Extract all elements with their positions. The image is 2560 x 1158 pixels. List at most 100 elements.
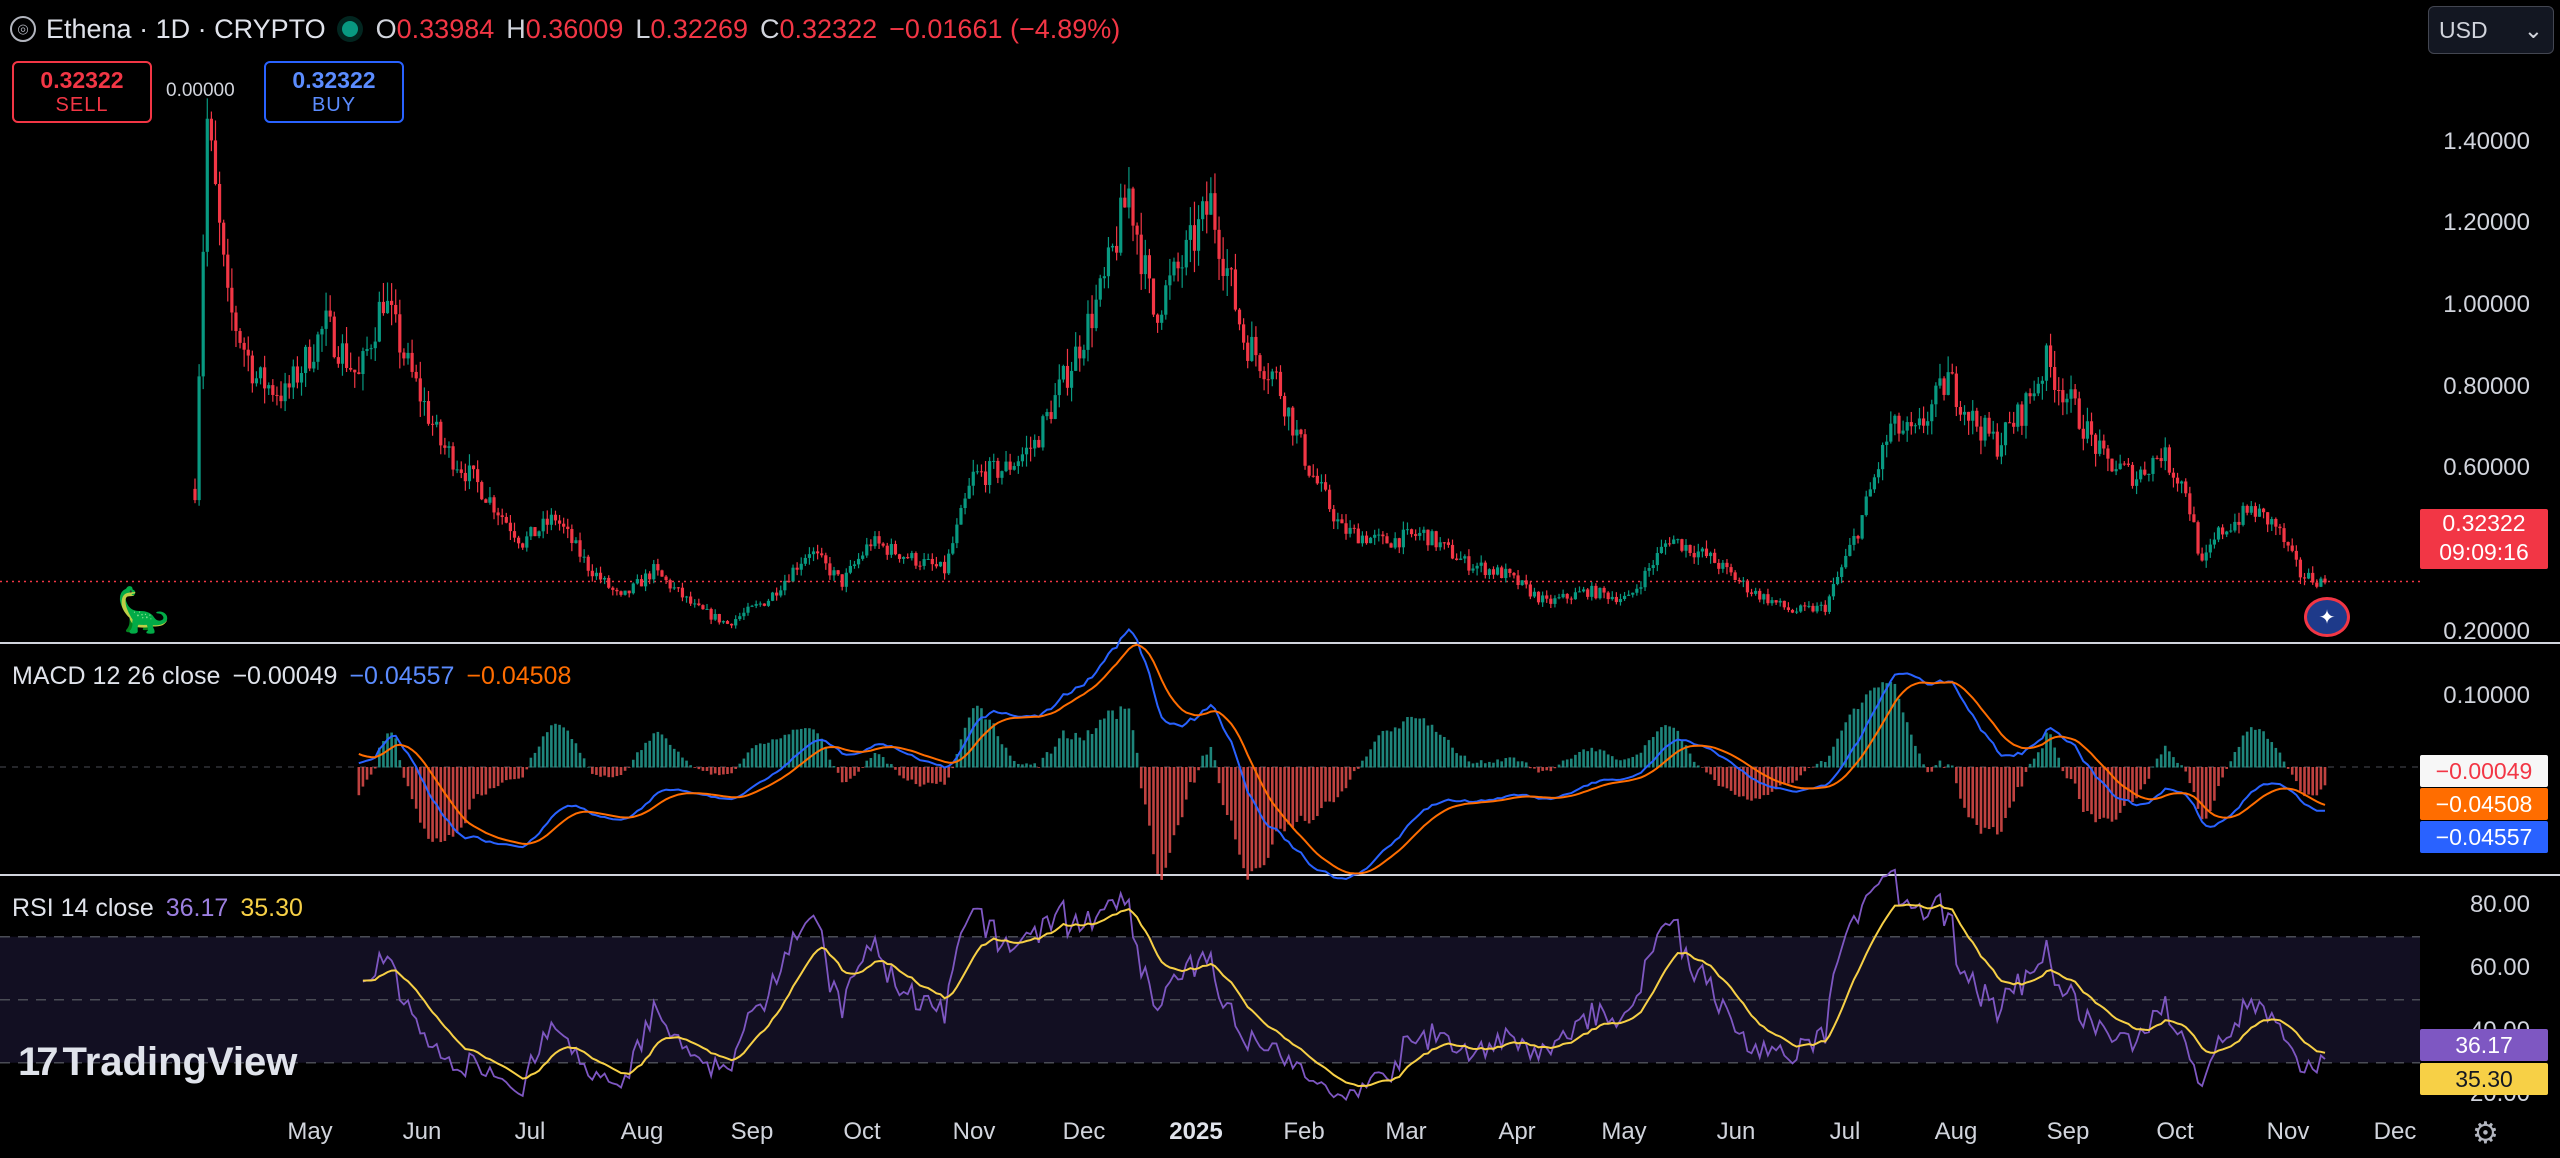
macd-hist-bar (537, 746, 541, 768)
candle-body (910, 553, 914, 559)
macd-hist-bar (1488, 761, 1491, 768)
macd-hist-bar (1103, 718, 1106, 768)
macd-hist-bar (763, 743, 766, 768)
sell-price: 0.32322 (40, 67, 124, 93)
macd-hist-bar (1615, 759, 1618, 768)
macd-hist-bar (1938, 760, 1942, 768)
macd-hist-bar (1258, 767, 1262, 868)
candle-body (2151, 457, 2155, 474)
settings-icon[interactable]: ⚙ (2472, 1117, 2499, 1150)
candle-body (2003, 422, 2008, 446)
macd-hist-bar (1025, 763, 1028, 768)
candle-body (1192, 225, 1197, 251)
time-axis-label: Jul (514, 1118, 546, 1145)
macd-hist-bar (2262, 731, 2265, 768)
macd-hist-bar (1057, 738, 1061, 768)
candle-body (1643, 570, 1647, 588)
symbol-title[interactable]: Ethena · 1D · CRYPTO (46, 13, 326, 44)
candle-body (2220, 527, 2225, 535)
candle-body (934, 564, 939, 567)
macd-hist-bar (455, 767, 459, 834)
candle-body (430, 423, 435, 425)
macd-hist-bar (726, 767, 729, 775)
candle-body (811, 551, 816, 555)
candle-body (1139, 234, 1143, 275)
macd-signal-line (358, 643, 2326, 875)
macd-hist-bar (2282, 761, 2286, 768)
macd-hist-bar (1774, 767, 1778, 790)
macd-hist-bar (533, 752, 537, 768)
macd-hist-bar (1459, 755, 1463, 768)
rsi-line (362, 868, 2326, 1102)
macd-hist-bar (1733, 767, 1737, 795)
candle-body (1008, 461, 1012, 470)
candle-body (1700, 548, 1704, 552)
us-flag-icon[interactable]: ✦ (2304, 597, 2350, 637)
macd-hist-bar (1131, 730, 1135, 768)
macd-hist-bar (1832, 746, 1835, 768)
candle-body (336, 357, 340, 364)
macd-hist-bar (1266, 767, 1270, 858)
candle-body (1684, 544, 1688, 551)
candle-body (2257, 508, 2262, 517)
currency-select[interactable]: USD ⌄ (2428, 6, 2554, 54)
macd-hist-bar (1156, 767, 1159, 874)
macd-hist-bar (562, 727, 565, 768)
candle-body (1274, 371, 1278, 373)
candle-body (2032, 393, 2036, 397)
candle-body (521, 543, 525, 548)
macd-hist-bar (677, 751, 680, 768)
candle-body (983, 471, 988, 486)
macd-hist-bar (1217, 767, 1221, 784)
candle-body (1307, 465, 1311, 476)
macd-hist-bar (1950, 765, 1954, 768)
macd-hist-bar (799, 728, 803, 768)
candle-body (1024, 447, 1029, 455)
macd-hist-bar (1381, 730, 1385, 768)
macd-hist-bar (1336, 767, 1340, 798)
candle-body (861, 555, 865, 559)
macd-hist-bar (2057, 757, 2061, 768)
candle-body (1831, 584, 1836, 597)
candle-body (1688, 544, 1692, 553)
macd-hist-bar (1029, 764, 1032, 768)
macd-hist-bar (1377, 735, 1381, 768)
macd-hist-bar (857, 767, 860, 772)
ohlc-values: O0.33984 H0.36009 L0.32269 C0.32322 −0.0… (376, 14, 1121, 45)
macd-hist-bar (1819, 761, 1823, 768)
tradingview-logo[interactable]: 17 TradingView (18, 1040, 297, 1085)
macd-hist-bar (2016, 767, 2020, 788)
candle-body (1545, 595, 1549, 599)
rsi-legend[interactable]: RSI 14 close 36.17 35.30 (12, 894, 303, 923)
macd-hist-bar (1275, 767, 1278, 832)
macd-hist-bar (2077, 767, 2081, 800)
candle-body (766, 600, 771, 606)
macd-hist-bar (529, 757, 533, 768)
macd-hist-bar (832, 766, 836, 768)
candle-body (1065, 365, 1070, 388)
macd-hist-bar (1254, 767, 1258, 869)
candle-body (1393, 538, 1397, 548)
dinosaur-icon[interactable]: 🦕 (116, 586, 171, 635)
macd-hist-bar (1365, 756, 1368, 768)
candle-body (1823, 604, 1827, 612)
candle-body (1491, 569, 1496, 575)
candle-body (1340, 519, 1344, 524)
candle-body (1479, 562, 1483, 566)
buy-button[interactable]: 0.32322 BUY (264, 61, 404, 123)
candle-body (2110, 458, 2114, 472)
macd-hist-bar (595, 767, 598, 775)
candle-body (1258, 355, 1262, 372)
macd-hist-bar (1836, 738, 1839, 768)
candle-body (1573, 592, 1578, 600)
candle-body (1905, 422, 1909, 431)
macd-hist-bar (2143, 767, 2147, 785)
sell-button[interactable]: 0.32322 SELL (12, 61, 152, 123)
candle-body (1463, 556, 1467, 559)
candle-body (656, 564, 660, 571)
macd-legend[interactable]: MACD 12 26 close −0.00049 −0.04557 −0.04… (12, 662, 571, 691)
candle-body (2024, 393, 2028, 426)
macd-hist-bar (840, 767, 844, 783)
macd-hist-bar (693, 767, 697, 768)
